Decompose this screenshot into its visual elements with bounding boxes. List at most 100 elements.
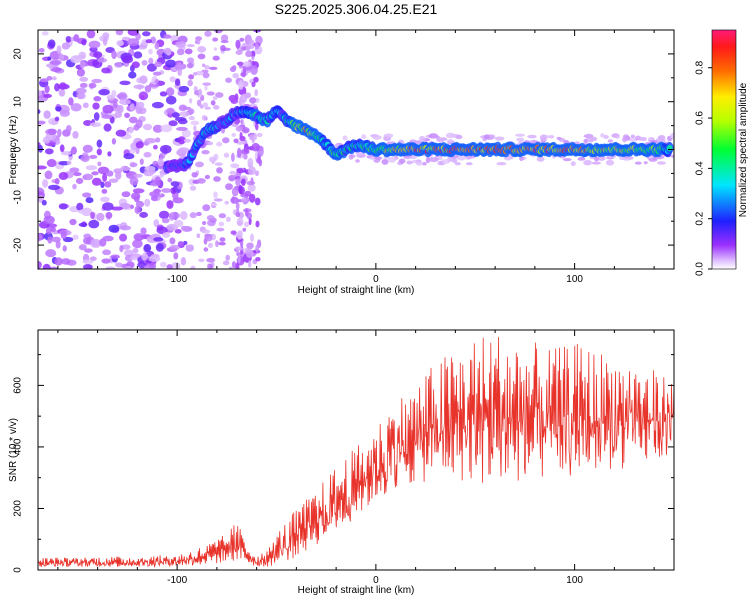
heatmap-cell: [127, 30, 140, 36]
heatmap-cell: [43, 215, 55, 225]
heatmap-cell: [85, 165, 98, 171]
heatmap-cell: [65, 35, 72, 43]
heatmap-cell: [135, 200, 145, 208]
heatmap-cell: [75, 87, 87, 95]
heatmap-cell: [236, 168, 244, 174]
heatmap-cell: [97, 161, 102, 167]
heatmap-cell: [55, 240, 61, 249]
heatmap-cell: [38, 144, 43, 153]
heatmap-cell: [202, 82, 212, 86]
heatmap-cell: [235, 211, 241, 217]
heatmap-cell: [173, 219, 184, 228]
heatmap-cell: [116, 40, 124, 47]
colorbar: 0.0 0.2 0.4 0.6 0.8 Normalized spectral ampl…: [695, 29, 749, 276]
snr-x-axis-label: Height of straight line (km): [298, 585, 415, 596]
heatmap-cell: [196, 233, 201, 239]
heatmap-cell: [38, 47, 45, 53]
heatmap-cell: [128, 71, 137, 79]
heatmap-cell: [171, 262, 181, 269]
heatmap-cell: [210, 100, 216, 106]
heatmap-cell: [129, 162, 138, 168]
spectrogram-x-tick-label: 100: [566, 274, 583, 285]
heatmap-cell: [92, 102, 100, 110]
heatmap-cell: [187, 108, 195, 115]
snr-y-tick-label: 600: [13, 377, 24, 394]
heatmap-cell: [556, 136, 562, 140]
heatmap-cell: [111, 50, 117, 60]
heatmap-cell: [62, 245, 67, 252]
heatmap-cell: [100, 196, 110, 203]
heatmap-cell: [230, 163, 240, 169]
heatmap-cell: [225, 254, 231, 261]
heatmap-cell: [56, 128, 62, 138]
heatmap-cell: [46, 159, 57, 168]
heatmap-cell: [166, 107, 175, 115]
heatmap-cell: [195, 161, 204, 168]
heatmap-cell: [49, 266, 58, 269]
heatmap-cell: [519, 156, 524, 162]
heatmap-cell: [145, 39, 153, 44]
heatmap-cell: [230, 98, 238, 104]
heatmap-cell: [89, 122, 102, 127]
heatmap-cell: [406, 160, 413, 165]
heatmap-cell: [207, 242, 213, 249]
heatmap-cell: [48, 184, 60, 191]
heatmap-cell: [230, 196, 239, 204]
heatmap-cell: [163, 47, 172, 55]
spectrogram-heatmap: [38, 30, 674, 269]
heatmap-cell: [202, 102, 209, 108]
heatmap-cell: [119, 166, 131, 171]
heatmap-cell: [231, 152, 235, 163]
colorbar-tick-label: 0.2: [695, 211, 706, 225]
heatmap-cell: [136, 101, 145, 109]
heatmap-cell: [140, 227, 147, 235]
heatmap-cell: [160, 124, 173, 133]
heatmap-cell: [133, 233, 144, 241]
heatmap-cell: [182, 240, 188, 245]
heatmap-cell: [119, 225, 132, 231]
heatmap-cell: [437, 137, 445, 143]
heatmap-cell: [176, 62, 183, 71]
heatmap-cell: [45, 249, 57, 258]
heatmap-cell: [102, 104, 114, 114]
heatmap-cell: [108, 178, 119, 183]
heatmap-cell: [44, 85, 50, 93]
heatmap-cell: [168, 120, 178, 127]
heatmap-cell: [193, 125, 197, 132]
heatmap-cell: [186, 62, 194, 69]
heatmap-cell: [658, 137, 666, 143]
heatmap-cell: [133, 51, 143, 59]
heatmap-cell: [58, 88, 66, 97]
snr-y-tick-label: 200: [13, 500, 24, 517]
heatmap-cell: [255, 244, 259, 253]
heatmap-cell: [72, 234, 79, 240]
heatmap-cell: [254, 89, 259, 97]
heatmap-cell: [213, 191, 218, 199]
heatmap-cell: [143, 169, 154, 177]
heatmap-cell: [96, 212, 105, 222]
heatmap-cell: [112, 101, 118, 109]
heatmap-cell: [60, 230, 67, 240]
heatmap-cell: [204, 85, 208, 91]
heatmap-cell: [206, 215, 215, 221]
heatmap-cell: [188, 97, 193, 104]
heatmap-cell: [196, 99, 202, 107]
heatmap-cell: [82, 259, 94, 264]
heatmap-cell: [76, 68, 86, 77]
heatmap-cell: [58, 53, 65, 62]
heatmap-cell: [180, 211, 188, 220]
heatmap-cell: [177, 240, 184, 247]
heatmap-cell: [639, 136, 647, 142]
heatmap-cell: [225, 183, 233, 191]
heatmap-cell: [248, 39, 255, 50]
heatmap-cell: [54, 116, 60, 122]
heatmap-cell: [189, 212, 197, 219]
heatmap-cell: [101, 114, 113, 119]
heatmap-cell: [204, 106, 211, 110]
heatmap-cell: [70, 55, 82, 64]
heatmap-cell: [220, 45, 226, 52]
heatmap-cell: [188, 116, 195, 121]
heatmap-cell: [247, 184, 256, 192]
heatmap-cell: [171, 112, 180, 119]
